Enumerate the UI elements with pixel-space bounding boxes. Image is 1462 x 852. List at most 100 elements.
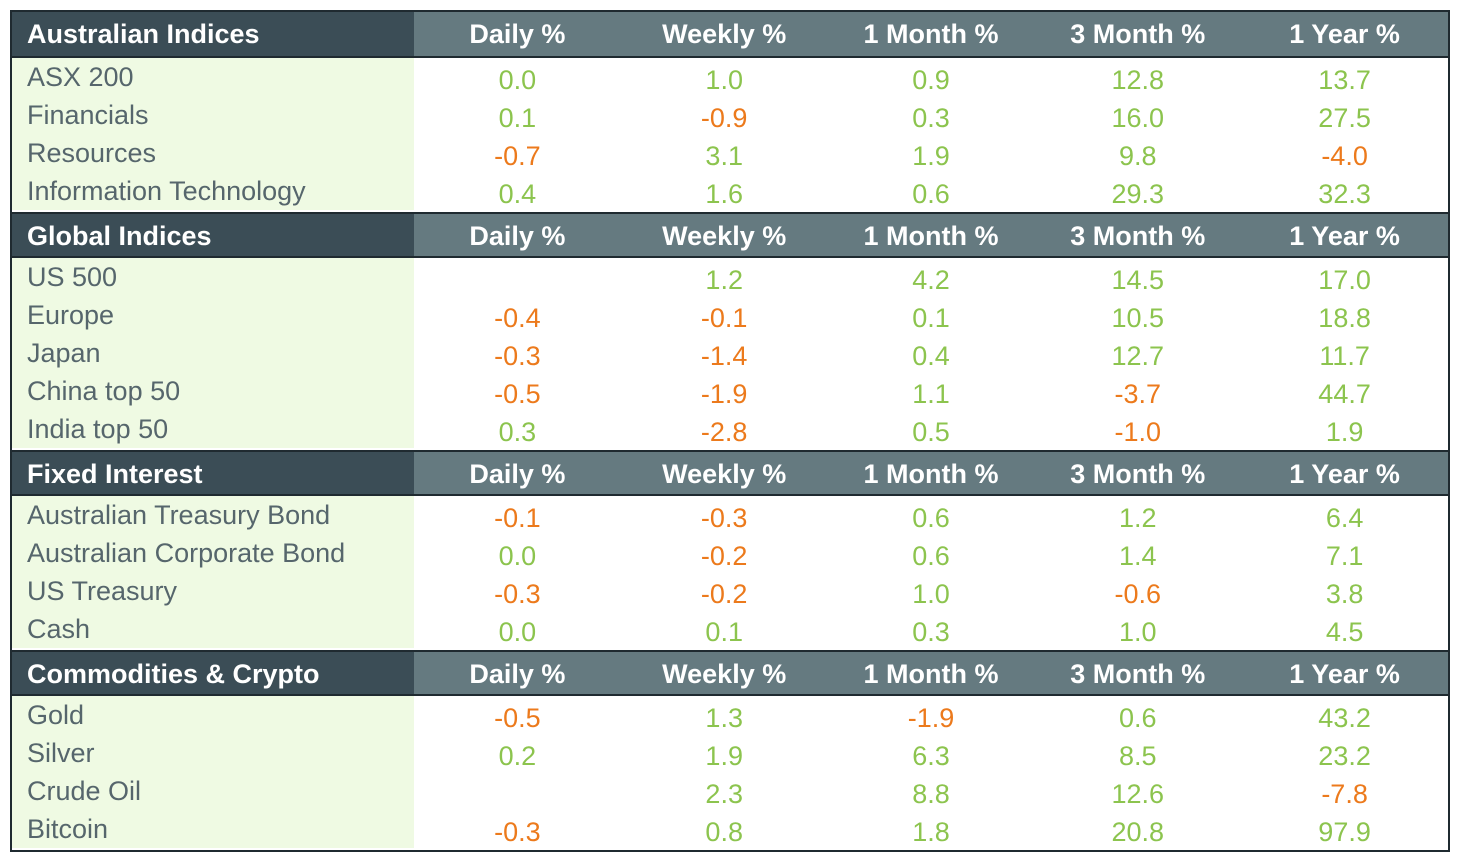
value-year1: 44.7: [1318, 379, 1371, 409]
value-daily: -0.5: [494, 703, 541, 733]
value-year1: -7.8: [1321, 779, 1368, 809]
value-daily: 0.2: [498, 741, 537, 771]
section-rows: Australian Treasury Bond -0.1 -0.3 0.6 1.2 6.…: [12, 496, 1448, 650]
value-month3: 14.5: [1111, 265, 1165, 295]
row-name: ASX 200: [12, 58, 414, 96]
value-year1: 43.2: [1318, 703, 1371, 733]
table-row: Crude Oil 2.3 8.8 12.6 -7.8: [12, 772, 1448, 810]
value-year1: -4.0: [1321, 141, 1368, 171]
column-header-year1: 1 Year %: [1241, 652, 1448, 694]
value-month3: 1.4: [1119, 541, 1157, 571]
value-weekly: -0.1: [700, 303, 748, 333]
value-month1: 1.8: [912, 817, 950, 847]
value-year1: 11.7: [1319, 341, 1370, 371]
value-weekly: 0.1: [705, 617, 743, 647]
value-year1: 97.9: [1318, 817, 1371, 847]
value-month1: 1.1: [912, 379, 950, 409]
value-weekly: 1.3: [705, 703, 743, 733]
row-name: Information Technology: [12, 172, 414, 210]
section-title: Commodities & Crypto: [12, 652, 414, 694]
value-month3: 1.2: [1119, 503, 1157, 533]
value-month1: 6.3: [912, 741, 950, 771]
value-month3: 20.8: [1111, 817, 1165, 847]
value-month3: -3.7: [1114, 379, 1162, 409]
value-weekly: 1.2: [705, 265, 743, 295]
row-name: China top 50: [12, 372, 414, 410]
section-australian-indices: Australian Indices Daily % Weekly % 1 Month…: [12, 12, 1448, 212]
section-header: Fixed Interest Daily % Weekly % 1 Month % 3 …: [12, 450, 1448, 496]
column-header-weekly: Weekly %: [620, 452, 828, 494]
value-year1: 3.8: [1325, 579, 1364, 609]
row-name: Bitcoin: [12, 810, 414, 848]
value-daily: 0.0: [498, 617, 537, 647]
value-weekly: 1.6: [705, 179, 743, 209]
value-year1: 1.9: [1325, 417, 1364, 447]
table-row: Gold -0.5 1.3 -1.9 0.6 43.2: [12, 696, 1448, 734]
value-year1: 6.4: [1325, 503, 1364, 533]
column-header-weekly: Weekly %: [620, 12, 828, 56]
table-row: Japan -0.3 -1.4 0.4 12.7 11.7: [12, 334, 1448, 372]
value-month1: 0.6: [912, 503, 950, 533]
section-fixed-interest: Fixed Interest Daily % Weekly % 1 Month % 3 …: [12, 450, 1448, 650]
value-weekly: -0.9: [700, 103, 748, 133]
table-row: US Treasury -0.3 -0.2 1.0 -0.6 3.8: [12, 572, 1448, 610]
section-rows: Gold -0.5 1.3 -1.9 0.6 43.2 Silver 0.2 1.9 6.3 8.5…: [12, 696, 1448, 850]
section-header: Commodities & Crypto Daily % Weekly % 1 Mon…: [12, 650, 1448, 696]
value-daily: -0.1: [494, 503, 541, 533]
value-daily: -0.3: [494, 341, 541, 371]
value-year1: 4.5: [1325, 617, 1364, 647]
value-daily: 0.0: [498, 541, 537, 571]
column-header-month3: 3 Month %: [1034, 452, 1242, 494]
row-name: Crude Oil: [12, 772, 414, 810]
value-month3: 9.8: [1119, 141, 1157, 171]
table-row: Cash 0.0 0.1 0.3 1.0 4.5: [12, 610, 1448, 648]
value-month1: 1.9: [912, 141, 950, 171]
value-month3: -1.0: [1114, 417, 1162, 447]
row-name: Europe: [12, 296, 414, 334]
value-month3: 1.0: [1119, 617, 1157, 647]
value-daily: [414, 258, 621, 296]
section-commodities-crypto: Commodities & Crypto Daily % Weekly % 1 Mon…: [12, 650, 1448, 850]
value-month1: 0.9: [912, 65, 950, 95]
value-month1: 0.4: [912, 341, 950, 371]
row-name: Australian Treasury Bond: [12, 496, 414, 534]
table-row: Silver 0.2 1.9 6.3 8.5 23.2: [12, 734, 1448, 772]
column-header-daily: Daily %: [414, 452, 621, 494]
value-weekly: -1.9: [700, 379, 748, 409]
section-rows: US 500 1.2 4.2 14.5 17.0 Europe -0.4 -0.1 0.1 10.…: [12, 258, 1448, 450]
row-name: Cash: [12, 610, 414, 648]
table-row: US 500 1.2 4.2 14.5 17.0: [12, 258, 1448, 296]
row-name: US 500: [12, 258, 414, 296]
value-month3: 12.7: [1111, 341, 1165, 371]
table-row: China top 50 -0.5 -1.9 1.1 -3.7 44.7: [12, 372, 1448, 410]
value-daily: -0.7: [494, 141, 541, 171]
column-header-month1: 1 Month %: [827, 12, 1035, 56]
row-name: Silver: [12, 734, 414, 772]
value-month3: 12.8: [1111, 65, 1165, 95]
section-title: Australian Indices: [12, 12, 414, 56]
column-header-daily: Daily %: [414, 214, 621, 256]
value-daily: 0.3: [498, 417, 537, 447]
value-weekly: 0.8: [705, 817, 743, 847]
value-month3: 12.6: [1111, 779, 1165, 809]
value-weekly: 3.1: [705, 141, 743, 171]
value-weekly: 1.0: [705, 65, 743, 95]
value-weekly: -0.3: [700, 503, 748, 533]
value-year1: 17.0: [1318, 265, 1371, 295]
value-daily: -0.4: [494, 303, 541, 333]
row-name: Gold: [12, 696, 414, 734]
value-month3: 8.5: [1119, 741, 1157, 771]
column-header-year1: 1 Year %: [1241, 12, 1448, 56]
table-row: Information Technology 0.4 1.6 0.6 29.3 32.3: [12, 172, 1448, 210]
value-month1: 8.8: [912, 779, 950, 809]
column-header-weekly: Weekly %: [620, 652, 828, 694]
value-weekly: 1.9: [705, 741, 743, 771]
value-month3: 10.5: [1111, 303, 1165, 333]
section-header: Australian Indices Daily % Weekly % 1 Month…: [12, 12, 1448, 58]
value-year1: 27.5: [1318, 103, 1371, 133]
table-row: Europe -0.4 -0.1 0.1 10.5 18.8: [12, 296, 1448, 334]
table-row: Australian Treasury Bond -0.1 -0.3 0.6 1.2 6.…: [12, 496, 1448, 534]
row-name: Japan: [12, 334, 414, 372]
column-header-month1: 1 Month %: [827, 652, 1035, 694]
table-row: Bitcoin -0.3 0.8 1.8 20.8 97.9: [12, 810, 1448, 848]
